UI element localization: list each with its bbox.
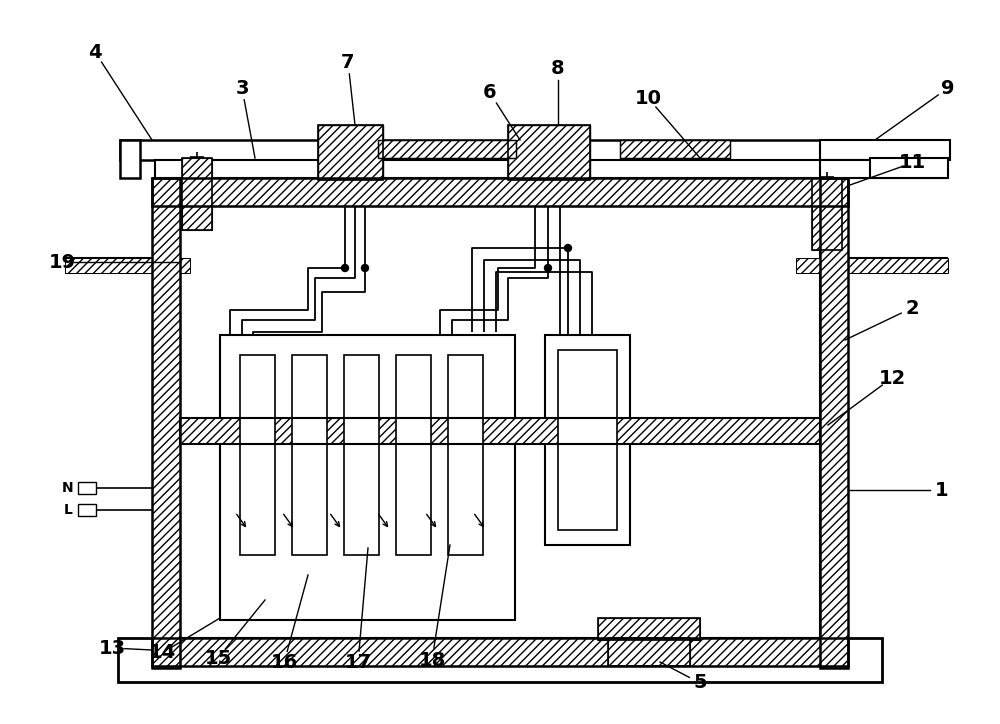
Bar bbox=[220, 335, 515, 620]
Bar bbox=[558, 350, 617, 530]
Bar bbox=[620, 140, 730, 158]
Bar bbox=[118, 638, 882, 682]
Text: 7: 7 bbox=[341, 53, 355, 72]
Text: 4: 4 bbox=[88, 43, 102, 62]
Text: 6: 6 bbox=[483, 83, 497, 103]
Text: 11: 11 bbox=[898, 153, 926, 172]
Bar bbox=[598, 618, 700, 640]
Text: N: N bbox=[62, 481, 74, 495]
Bar bbox=[820, 140, 950, 160]
Bar bbox=[508, 125, 590, 180]
Text: 10: 10 bbox=[635, 88, 662, 107]
Bar bbox=[448, 355, 483, 555]
Bar bbox=[820, 178, 848, 668]
Bar bbox=[152, 178, 848, 206]
Bar bbox=[180, 418, 820, 444]
Text: 18: 18 bbox=[418, 650, 446, 670]
Text: 12: 12 bbox=[878, 369, 906, 387]
Bar bbox=[870, 158, 948, 178]
Text: 17: 17 bbox=[344, 654, 372, 673]
Bar bbox=[820, 178, 848, 668]
Bar bbox=[120, 140, 900, 160]
Circle shape bbox=[544, 264, 552, 272]
Bar bbox=[182, 158, 212, 230]
Text: 16: 16 bbox=[270, 654, 298, 673]
Text: 13: 13 bbox=[98, 639, 126, 657]
Bar bbox=[378, 140, 516, 158]
Circle shape bbox=[342, 264, 349, 272]
Bar bbox=[396, 355, 431, 555]
Bar bbox=[152, 178, 180, 668]
Text: 9: 9 bbox=[941, 78, 955, 98]
Bar bbox=[152, 638, 848, 666]
Text: 2: 2 bbox=[905, 298, 919, 318]
Bar bbox=[598, 618, 700, 640]
Bar bbox=[812, 178, 842, 250]
Bar bbox=[152, 178, 180, 668]
Bar bbox=[120, 140, 140, 178]
Bar bbox=[820, 160, 945, 178]
Bar bbox=[182, 158, 212, 230]
Text: 8: 8 bbox=[551, 59, 565, 77]
Text: 15: 15 bbox=[204, 649, 232, 668]
Bar bbox=[155, 160, 845, 178]
Text: 1: 1 bbox=[935, 481, 949, 500]
Bar bbox=[508, 125, 590, 180]
Bar bbox=[240, 355, 275, 555]
Bar bbox=[180, 206, 820, 638]
Bar bbox=[608, 638, 690, 666]
Text: 19: 19 bbox=[48, 253, 76, 272]
Bar bbox=[608, 638, 690, 666]
Text: L: L bbox=[64, 503, 72, 517]
Bar bbox=[620, 140, 730, 158]
Text: 5: 5 bbox=[693, 673, 707, 692]
Bar bbox=[78, 482, 96, 494]
Bar bbox=[344, 355, 379, 555]
Bar bbox=[152, 638, 848, 666]
Circle shape bbox=[564, 245, 572, 251]
Bar bbox=[152, 178, 848, 206]
Circle shape bbox=[362, 264, 368, 272]
Bar bbox=[318, 125, 383, 180]
Bar bbox=[292, 355, 327, 555]
Bar bbox=[65, 258, 190, 273]
Bar bbox=[378, 140, 516, 158]
Bar bbox=[180, 418, 820, 444]
Text: 14: 14 bbox=[148, 644, 176, 662]
Bar bbox=[545, 335, 630, 545]
Bar bbox=[318, 125, 383, 180]
Bar bbox=[78, 504, 96, 516]
Bar bbox=[812, 178, 842, 250]
Bar bbox=[796, 258, 948, 273]
Text: 3: 3 bbox=[235, 78, 249, 98]
